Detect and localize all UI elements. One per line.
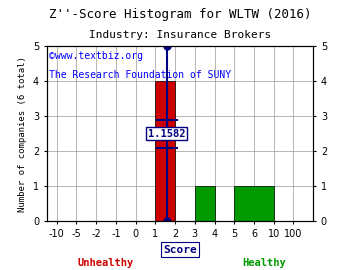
Text: ©www.textbiz.org: ©www.textbiz.org <box>49 51 144 61</box>
Text: The Research Foundation of SUNY: The Research Foundation of SUNY <box>49 70 231 80</box>
Bar <box>155 81 175 221</box>
Text: 1.1582: 1.1582 <box>148 129 185 139</box>
Text: Industry: Insurance Brokers: Industry: Insurance Brokers <box>89 30 271 40</box>
Text: Z''-Score Histogram for WLTW (2016): Z''-Score Histogram for WLTW (2016) <box>49 8 311 21</box>
Text: Unhealthy: Unhealthy <box>78 258 134 268</box>
X-axis label: Score: Score <box>163 245 197 255</box>
Text: Healthy: Healthy <box>242 258 286 268</box>
Y-axis label: Number of companies (6 total): Number of companies (6 total) <box>18 56 27 212</box>
Bar <box>234 186 274 221</box>
Bar <box>195 186 215 221</box>
